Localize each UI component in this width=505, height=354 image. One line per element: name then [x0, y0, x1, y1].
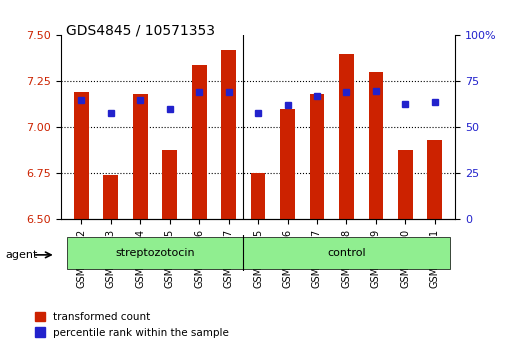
Bar	[133, 94, 147, 219]
Bar	[338, 54, 353, 219]
FancyBboxPatch shape	[243, 237, 448, 269]
Bar	[191, 65, 206, 219]
Bar	[427, 140, 441, 219]
Text: GDS4845 / 10571353: GDS4845 / 10571353	[66, 23, 214, 37]
Bar	[221, 50, 235, 219]
Legend: transformed count, percentile rank within the sample: transformed count, percentile rank withi…	[30, 308, 233, 342]
Bar	[74, 92, 88, 219]
Bar	[368, 72, 382, 219]
Text: streptozotocin: streptozotocin	[115, 248, 194, 258]
Bar	[397, 149, 412, 219]
Text: control: control	[326, 248, 365, 258]
Bar	[250, 173, 265, 219]
Text: agent: agent	[5, 250, 37, 260]
Bar	[309, 94, 324, 219]
FancyBboxPatch shape	[67, 237, 243, 269]
Bar	[280, 109, 294, 219]
Bar	[103, 175, 118, 219]
Bar	[162, 149, 177, 219]
